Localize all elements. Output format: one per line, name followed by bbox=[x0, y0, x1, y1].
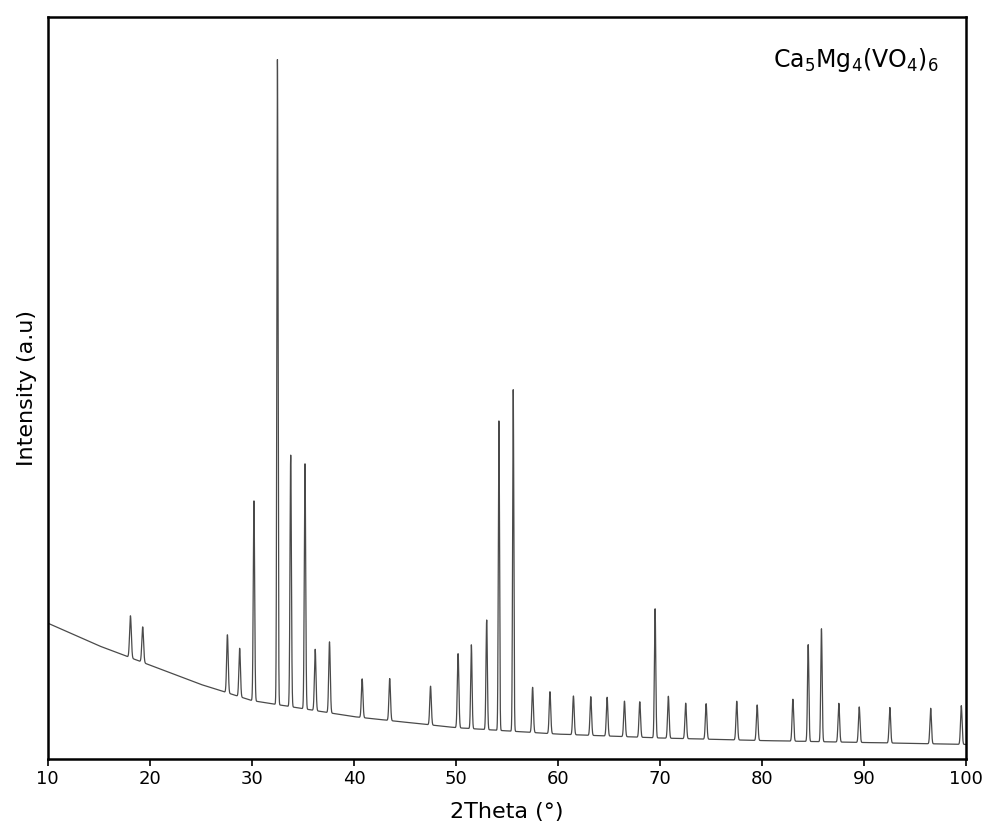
Text: Ca$_5$Mg$_4$(VO$_4$)$_6$: Ca$_5$Mg$_4$(VO$_4$)$_6$ bbox=[773, 46, 939, 75]
Y-axis label: Intensity (a.u): Intensity (a.u) bbox=[17, 310, 37, 466]
X-axis label: 2Theta (°): 2Theta (°) bbox=[450, 802, 564, 822]
